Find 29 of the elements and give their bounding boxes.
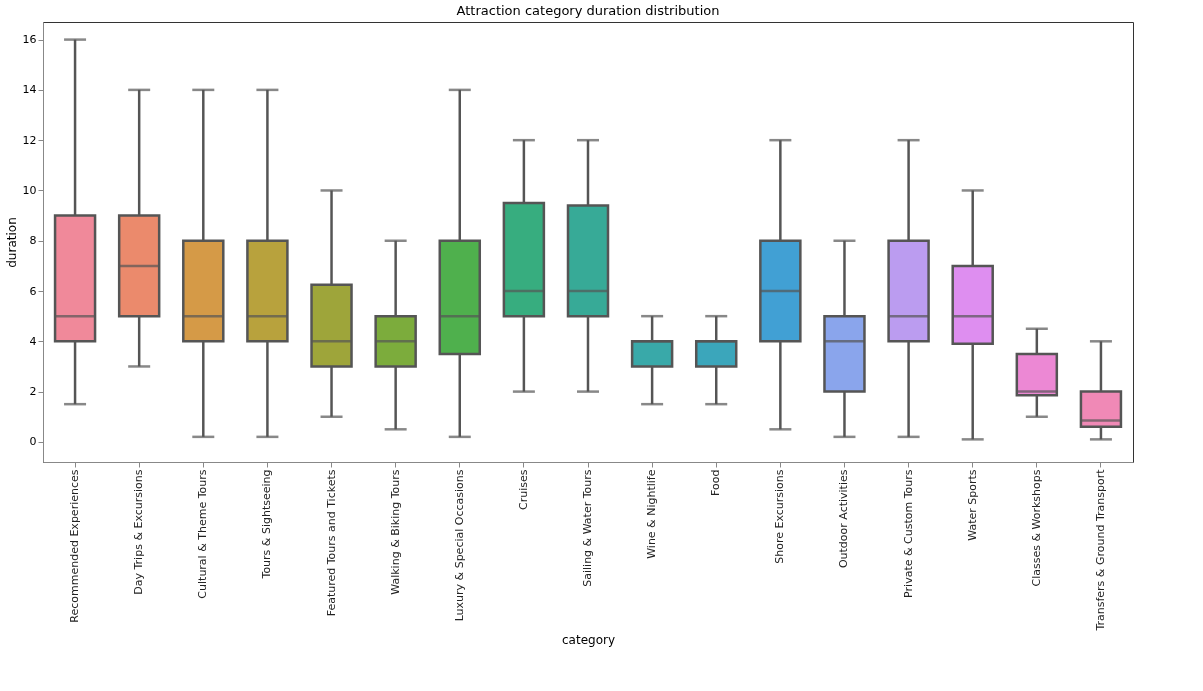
y-tick-label: 14: [22, 83, 37, 97]
x-tick-label: Tours & Sightseeing: [260, 469, 274, 580]
x-tick-label: Food: [709, 469, 723, 496]
x-tick-label: Private & Custom Tours: [901, 469, 915, 598]
x-tick-label: Water Sports: [965, 469, 979, 541]
x-tick-label: Recommended Experiences: [68, 469, 82, 623]
x-tick-label: Cruises: [516, 469, 530, 510]
x-axis-title: category: [561, 632, 616, 647]
x-tick-label: Cultural & Theme Tours: [196, 469, 210, 599]
y-axis-title: duration: [4, 217, 19, 268]
y-tick-label: 8: [29, 234, 37, 248]
x-tick-label: Walking & Biking Tours: [388, 469, 402, 595]
y-tick-label: 4: [29, 334, 37, 348]
y-tick-label: 12: [22, 133, 37, 147]
y-tick-label: 2: [29, 385, 37, 399]
x-tick-label: Wine & Nightlife: [645, 469, 659, 559]
x-tick-label: Outdoor Activities: [837, 469, 851, 569]
x-tick-label: Transfers & Ground Transport: [1093, 468, 1107, 632]
chart-title: Attraction category duration distribution: [456, 3, 720, 18]
x-tick-label: Featured Tours and Tickets: [324, 469, 338, 617]
x-tick-label: Shore Excursions: [773, 469, 787, 564]
x-tick-label: Luxury & Special Occasions: [452, 469, 466, 622]
x-tick-label: Sailing & Water Tours: [581, 469, 594, 587]
x-tick-label: Day Trips & Excursions: [132, 469, 146, 595]
y-tick-label: 16: [22, 33, 37, 47]
x-tick-label: Classes & Workshops: [1029, 469, 1043, 587]
y-tick-label: 6: [29, 284, 37, 298]
y-tick-label: 10: [22, 183, 37, 197]
y-tick-label: 0: [29, 435, 37, 449]
